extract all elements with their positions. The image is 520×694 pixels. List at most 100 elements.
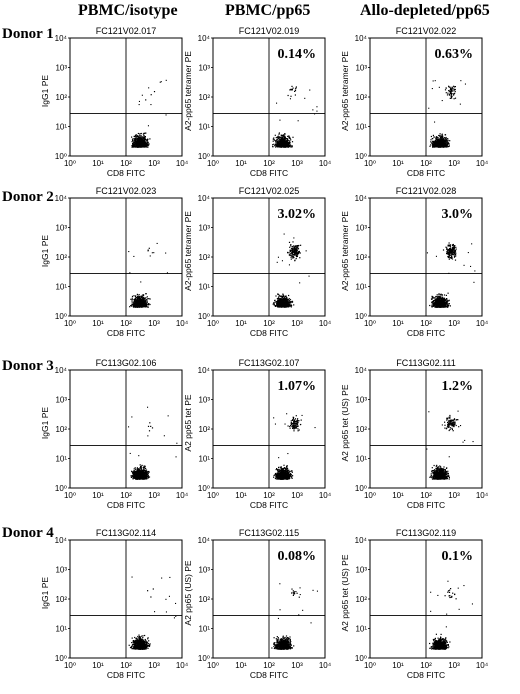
event-dots — [271, 583, 318, 650]
event-dots — [128, 576, 177, 650]
x-axis-label: CD8 FITC — [407, 168, 445, 178]
y-tick-label: 10³ — [355, 396, 367, 405]
x-tick-label: 10¹ — [392, 159, 404, 168]
row-title-donor-4: Donor 4 — [2, 525, 54, 541]
y-tick-label: 10⁰ — [198, 484, 210, 493]
x-tick-label: 10³ — [291, 491, 303, 500]
y-tick-label: 10⁰ — [55, 312, 67, 321]
x-tick-label: 10³ — [148, 159, 160, 168]
y-tick-label: 10⁰ — [198, 152, 210, 161]
x-axis-label: CD8 FITC — [107, 328, 145, 338]
flow-plot-panel: FC113G02.119 10⁰ 10⁰ 10¹ 10¹ 10² 10² 10³ 10³ 10⁴ 1… — [330, 524, 492, 682]
event-dots — [429, 580, 473, 650]
x-axis-label: CD8 FITC — [107, 500, 145, 510]
y-tick-label: 10³ — [55, 566, 67, 575]
x-tick-label: 10⁰ — [364, 319, 376, 328]
x-tick-label: 10² — [263, 491, 275, 500]
row-title-donor-3: Donor 3 — [2, 358, 54, 374]
x-tick-label: 10⁴ — [176, 661, 189, 670]
y-axis-label: A2 pp65 tet PE — [183, 394, 193, 452]
y-tick-label: 10³ — [198, 224, 210, 233]
y-tick-label: 10³ — [355, 64, 367, 73]
y-tick-label: 10⁰ — [198, 312, 210, 321]
x-tick-label: 10⁴ — [176, 491, 189, 500]
sample-id: FC113G02.115 — [239, 528, 299, 538]
y-tick-label: 10² — [55, 253, 67, 262]
y-tick-label: 10³ — [355, 566, 367, 575]
row-title-donor-2: Donor 2 — [2, 189, 54, 205]
x-tick-label: 10¹ — [235, 491, 247, 500]
y-tick-label: 10² — [55, 93, 67, 102]
x-axis-label: CD8 FITC — [250, 168, 288, 178]
y-axis-label: A2-pp65 tetramer PE — [183, 211, 193, 291]
x-tick-label: 10³ — [291, 661, 303, 670]
tetramer-percentage: 3.02% — [278, 207, 317, 222]
y-axis-label: IgG1 PE — [40, 577, 50, 609]
x-tick-label: 10⁰ — [207, 159, 219, 168]
x-tick-label: 10³ — [148, 319, 160, 328]
x-tick-label: 10² — [420, 319, 432, 328]
y-tick-label: 10² — [355, 93, 367, 102]
x-axis-label: CD8 FITC — [107, 168, 145, 178]
x-tick-label: 10⁴ — [476, 319, 489, 328]
y-axis-label: A2-pp65 tetramer PE — [340, 211, 350, 291]
y-tick-label: 10⁴ — [55, 536, 68, 545]
x-tick-label: 10⁴ — [319, 491, 332, 500]
column-title-pbmc-pp65: PBMC/pp65 — [225, 2, 311, 19]
y-axis-label: IgG1 PE — [40, 75, 50, 107]
x-tick-label: 10⁰ — [64, 661, 76, 670]
y-tick-label: 10⁴ — [355, 536, 368, 545]
x-tick-label: 10⁰ — [364, 661, 376, 670]
event-dots — [128, 406, 178, 480]
x-axis-label: CD8 FITC — [407, 670, 445, 680]
x-tick-label: 10² — [420, 159, 432, 168]
event-dots — [128, 242, 168, 308]
x-tick-label: 10⁰ — [364, 159, 376, 168]
y-tick-label: 10³ — [198, 64, 210, 73]
sample-id: FC113G02.119 — [396, 528, 456, 538]
y-tick-label: 10¹ — [198, 283, 210, 292]
flow-plot-panel: FC113G02.114 10⁰ 10⁰ 10¹ 10¹ 10² 10² 10³ 10³ 10⁴ 1… — [30, 524, 192, 682]
y-tick-label: 10¹ — [355, 625, 367, 634]
x-tick-label: 10¹ — [92, 491, 104, 500]
sample-id: FC121V02.017 — [96, 26, 157, 36]
y-tick-label: 10² — [355, 253, 367, 262]
x-tick-label: 10³ — [448, 661, 460, 670]
y-tick-label: 10⁴ — [198, 366, 211, 375]
y-tick-label: 10⁴ — [198, 194, 211, 203]
y-tick-label: 10¹ — [55, 283, 67, 292]
event-dots — [273, 413, 316, 480]
y-axis-label: A2 pp65 (US) PE — [183, 560, 193, 626]
x-tick-label: 10¹ — [235, 319, 247, 328]
y-tick-label: 10¹ — [55, 455, 67, 464]
x-tick-label: 10¹ — [92, 319, 104, 328]
x-tick-label: 10¹ — [392, 319, 404, 328]
sample-id: FC113G02.111 — [396, 358, 456, 368]
x-tick-label: 10⁴ — [176, 159, 189, 168]
x-tick-label: 10² — [420, 661, 432, 670]
y-tick-label: 10¹ — [355, 455, 367, 464]
y-tick-label: 10³ — [55, 396, 67, 405]
event-dots — [131, 79, 167, 148]
x-tick-label: 10² — [120, 491, 132, 500]
x-tick-label: 10⁰ — [64, 319, 76, 328]
x-tick-label: 10⁰ — [207, 661, 219, 670]
event-dots — [272, 85, 318, 148]
event-dots — [426, 410, 474, 480]
x-tick-label: 10³ — [448, 159, 460, 168]
flow-plot-panel: FC121V02.023 10⁰ 10⁰ 10¹ 10¹ 10² 10² 10³ 10³ 10⁴ 1… — [30, 182, 192, 340]
x-tick-label: 10⁴ — [476, 661, 489, 670]
x-tick-label: 10⁰ — [64, 159, 76, 168]
tetramer-percentage: 1.2% — [442, 379, 474, 394]
x-tick-label: 10³ — [291, 319, 303, 328]
x-tick-label: 10³ — [148, 491, 160, 500]
column-title-isotype: PBMC/isotype — [78, 2, 178, 19]
y-tick-label: 10² — [355, 595, 367, 604]
x-tick-label: 10¹ — [392, 661, 404, 670]
